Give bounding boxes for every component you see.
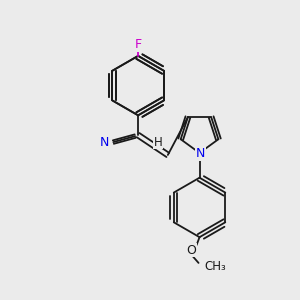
Text: F: F [134, 38, 142, 52]
Text: CH₃: CH₃ [205, 260, 226, 273]
Text: N: N [196, 147, 205, 161]
Text: O: O [187, 244, 196, 256]
Text: N: N [100, 136, 109, 148]
Text: H: H [154, 136, 162, 148]
